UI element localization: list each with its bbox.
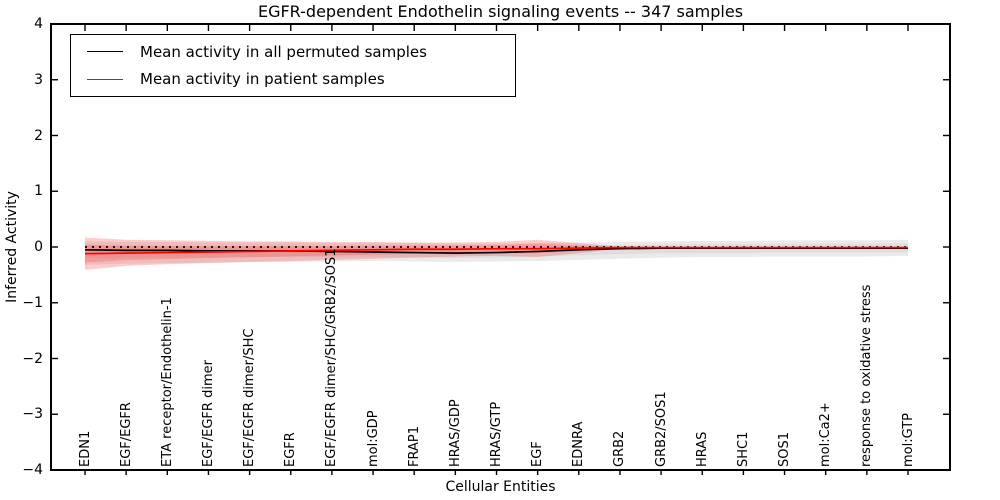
x-tick-label: EGFR — [283, 432, 299, 467]
y-tick-label: −1 — [22, 294, 43, 311]
x-tick-label: HRAS/GDP — [447, 399, 463, 467]
legend-entry-0: Mean activity in all permuted samples — [71, 39, 515, 65]
legend-entry-1: Mean activity in patient samples — [71, 66, 515, 92]
x-tick-label: EGF — [530, 441, 546, 467]
x-tick-label: EGF/EGFR dimer/SHC/GRB2/SOS1 — [324, 248, 340, 468]
y-tick-label: −4 — [22, 462, 43, 478]
x-axis-label: Cellular Entities — [445, 479, 556, 495]
x-tick-label: HRAS — [694, 431, 710, 467]
y-tick-label: 3 — [34, 71, 43, 88]
series-line-1 — [84, 246, 908, 255]
y-tick-label: 2 — [34, 127, 43, 144]
y-tick-label: −3 — [22, 406, 43, 423]
x-tick-label: EGF/EGFR — [118, 402, 134, 467]
patient-band-outer — [85, 237, 908, 270]
patient-band-inner — [85, 243, 908, 263]
x-tick-label: GRB2/SOS1 — [653, 391, 669, 467]
x-tick-label: mol:Ca2+ — [818, 402, 834, 467]
y-tick-label: 1 — [34, 183, 43, 200]
y-tick-label: 0 — [34, 239, 43, 255]
x-tick-label: EGF/EGFR dimer/SHC — [242, 328, 258, 467]
x-tick-label: EGF/EGFR dimer — [200, 360, 216, 467]
legend: Mean activity in all permuted samples Mea… — [70, 34, 516, 97]
legend-label: Mean activity in all permuted samples — [140, 42, 427, 61]
x-tick-label: EDN1 — [77, 430, 93, 467]
legend-label: Mean activity in patient samples — [140, 70, 385, 89]
x-tick-label: mol:GDP — [365, 410, 381, 467]
y-tick-label: 4 — [34, 16, 43, 32]
x-tick-label: mol:GTP — [900, 413, 916, 467]
x-tick-label: response to oxidative stress — [859, 284, 875, 467]
legend-line-sample — [87, 51, 123, 53]
x-tick-label: FRAP1 — [406, 426, 422, 467]
legend-line-sample — [87, 78, 123, 80]
chart-title: EGFR-dependent Endothelin signaling even… — [257, 2, 744, 21]
x-tick-label: SOS1 — [777, 431, 793, 467]
x-tick-label: EDNRA — [571, 421, 587, 467]
y-tick-label: −2 — [22, 350, 43, 367]
x-tick-label: GRB2 — [612, 430, 628, 467]
x-tick-label: HRAS/GTP — [489, 401, 504, 467]
x-tick-label: SHC1 — [735, 431, 751, 467]
x-tick-label: ETA receptor/Endothelin-1 — [159, 297, 175, 467]
